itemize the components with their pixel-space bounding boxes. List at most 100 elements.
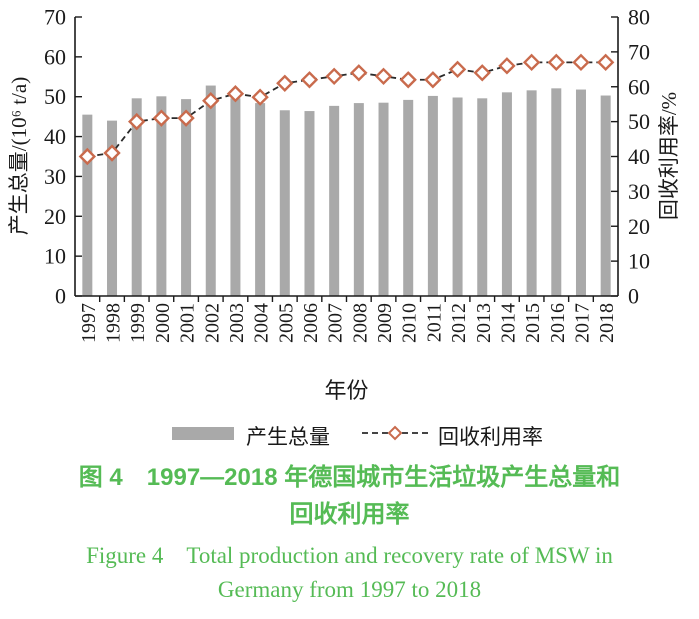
x-tick-label: 2011 [423,303,445,342]
recovery-marker [374,67,393,85]
recovery-marker [276,74,294,92]
production-bar [353,103,364,296]
production-bar [181,99,192,296]
recovery-marker [251,88,269,106]
recovery-marker [128,112,146,131]
production-bar [452,97,463,296]
production-bar [477,98,488,297]
y-axis-right-title: 回收利用率/% [657,92,681,220]
recovery-marker [350,64,368,82]
x-tick-label: 2000 [152,303,174,343]
production-bar [107,120,118,296]
recovery-marker [448,60,467,79]
y-right-tick-label: 30 [628,179,650,204]
y-right-tick-label: 40 [628,144,650,169]
recovery-marker [498,57,516,75]
x-tick-label: 2012 [448,303,470,343]
y-right-tick-label: 80 [628,5,650,30]
caption-english-line2: Germany from 1997 to 2018 [217,576,482,602]
y-left-tick-label: 30 [44,164,66,189]
production-bar [230,98,241,297]
x-tick-label: 1998 [103,303,125,343]
production-bar [378,102,389,296]
x-tick-label: 2002 [201,303,223,343]
x-tick-label: 2001 [177,303,199,343]
x-tick-label: 2008 [349,303,371,343]
recovery-marker [152,109,171,127]
caption-chinese-line2: 回收利用率 [289,501,410,529]
recovery-marker [300,71,319,89]
y-left-tick-label: 40 [44,124,66,149]
recovery-marker [226,85,245,103]
production-bar [427,95,438,296]
x-tick-label: 2017 [571,303,593,343]
recovery-marker [325,67,343,85]
y-right-tick-label: 10 [628,249,650,274]
y-left-tick-label: 10 [44,244,66,269]
caption-chinese-line1: 图 4 1997—2018 年德国城市生活垃圾产生总量和 [78,464,621,491]
y-left-tick-label: 60 [44,44,66,69]
x-tick-label: 1999 [127,303,149,343]
production-bar [82,114,93,297]
y-right-tick-label: 20 [628,214,650,239]
y-left-tick-label: 70 [44,5,66,30]
x-tick-label: 2016 [547,303,569,343]
production-bar [304,111,315,296]
y-left-tick-label: 0 [55,284,66,309]
x-tick-label: 2010 [399,303,421,343]
legend-diamond-icon [387,425,403,441]
production-bar [205,85,216,296]
caption-chinese: 图 4 1997—2018 年德国城市生活垃圾产生总量和 回收利用率 [0,459,699,533]
recovery-marker [202,92,220,110]
x-tick-label: 2003 [226,303,248,343]
caption-english: Figure 4 Total production and recovery r… [0,539,699,606]
production-bar [526,90,537,296]
chart-area: 0 10 20 30 40 50 60 70 0 10 20 30 40 50 60 70 80 1997 1998… [7,5,681,450]
production-bar [501,92,512,296]
x-tick-label: 2009 [374,303,396,343]
x-tick-label: 2005 [275,303,297,343]
x-tick-label: 2018 [596,303,618,343]
y-left-tick-label: 20 [44,204,66,229]
recovery-marker [596,53,615,72]
x-tick-label: 2013 [473,303,495,343]
recovery-marker [572,53,590,72]
y-right-tick-label: 50 [628,109,650,134]
recovery-marker [424,71,442,89]
recovery-line [87,61,606,158]
recovery-marker [473,64,491,82]
y-right-tick-label: 0 [628,284,639,309]
y-right-tick-label: 60 [628,74,650,99]
recovery-marker [103,144,121,162]
production-bar [551,88,562,296]
y-axis-left-title: 产生总量/(10⁶ t/a) [7,77,31,235]
legend-bar-swatch [172,427,234,440]
legend-bar-label: 产生总量 [246,425,330,449]
production-bar [279,110,290,296]
x-tick-label: 2004 [251,303,273,343]
recovery-marker [177,109,195,127]
legend-line-label: 回收利用率 [438,425,543,449]
production-bar [575,89,586,296]
x-tick-label: 2007 [325,303,347,343]
recovery-marker [78,147,97,166]
recovery-marker [399,71,417,89]
x-tick-label: 2014 [497,303,519,343]
recovery-marker [547,53,565,72]
x-tick-label: 1997 [78,303,100,343]
production-bar [600,95,611,296]
production-bar [403,99,414,296]
y-left-tick-label: 50 [44,84,66,109]
production-bar [329,105,340,296]
caption-english-line1: Figure 4 Total production and recovery r… [86,543,613,569]
chart-svg: 0 10 20 30 40 50 60 70 0 10 20 30 40 50 60 70 80 1997 1998… [7,5,681,450]
x-axis-title: 年份 [324,378,368,403]
production-bar [131,98,142,297]
x-tick-label: 2015 [522,303,544,343]
production-bar [156,96,167,297]
production-bar [255,103,266,296]
recovery-marker [522,53,541,72]
y-right-tick-label: 70 [628,39,650,64]
x-tick-label: 2006 [300,303,322,343]
